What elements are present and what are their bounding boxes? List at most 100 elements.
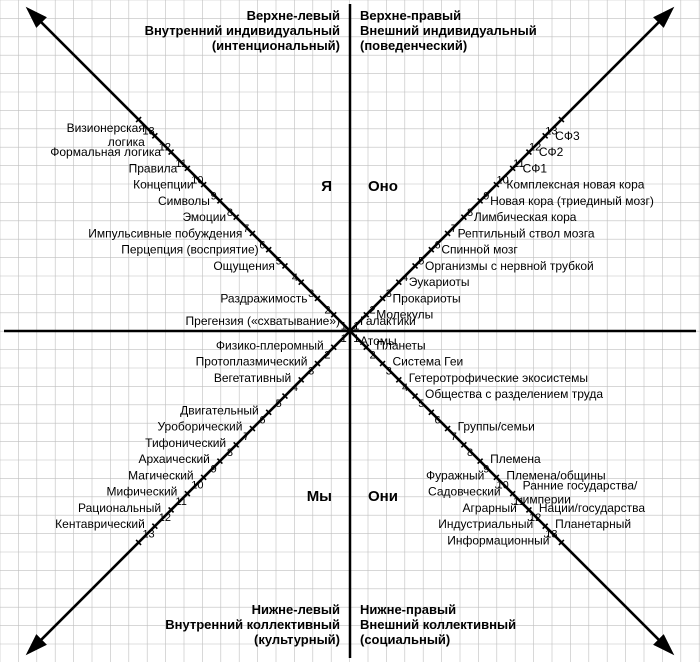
svg-text:12: 12	[159, 512, 171, 524]
svg-text:Символы: Символы	[158, 194, 210, 208]
svg-text:Фуражный: Фуражный	[426, 468, 484, 482]
svg-text:13: 13	[142, 528, 154, 540]
svg-text:11: 11	[513, 158, 524, 170]
svg-text:Система Геи: Система Геи	[393, 355, 464, 369]
svg-text:3: 3	[386, 366, 392, 378]
svg-text:5: 5	[276, 256, 282, 268]
svg-text:4: 4	[292, 272, 298, 284]
svg-text:(интенциональный): (интенциональный)	[212, 38, 340, 53]
svg-text:Садовческий: Садовческий	[428, 485, 501, 499]
svg-text:Прокариоты: Прокариоты	[393, 291, 461, 305]
svg-text:Общества с разделением труда: Общества с разделением труда	[425, 387, 603, 401]
svg-text:Информационный: Информационный	[447, 533, 549, 547]
svg-text:Внутренний индивидуальный: Внутренний индивидуальный	[145, 23, 340, 38]
svg-text:6: 6	[259, 239, 265, 251]
svg-text:6: 6	[435, 239, 441, 251]
svg-text:1: 1	[341, 321, 347, 333]
svg-text:Физико-плеромный: Физико-плеромный	[216, 338, 324, 352]
svg-text:Визионерская: Визионерская	[67, 121, 145, 135]
svg-text:Группы/семьи: Группы/семьи	[458, 420, 535, 434]
svg-text:9: 9	[211, 191, 217, 203]
svg-text:12: 12	[159, 142, 171, 154]
svg-text:11: 11	[175, 158, 186, 170]
svg-text:СФ3: СФ3	[555, 129, 580, 143]
svg-text:Архаический: Архаический	[139, 452, 210, 466]
svg-text:Раздражимость: Раздражимость	[220, 291, 307, 305]
svg-text:1: 1	[353, 321, 359, 333]
svg-text:Эмоции: Эмоции	[182, 210, 226, 224]
axes	[4, 4, 696, 658]
svg-text:4: 4	[402, 272, 408, 284]
svg-text:Аграрный: Аграрный	[463, 501, 517, 515]
svg-text:10: 10	[191, 480, 203, 492]
svg-text:4: 4	[402, 382, 408, 394]
svg-text:3: 3	[386, 288, 392, 300]
svg-text:Я: Я	[321, 178, 332, 195]
svg-text:8: 8	[467, 207, 473, 219]
svg-text:10: 10	[191, 174, 203, 186]
svg-text:Уроборический: Уроборический	[157, 420, 242, 434]
svg-text:Новая кора (триединый мозг): Новая кора (триединый мозг)	[490, 194, 654, 208]
svg-text:Ранние государства/: Ранние государства/	[523, 479, 638, 493]
svg-text:Тифонический: Тифонический	[145, 436, 226, 450]
svg-text:Внутренний коллективный: Внутренний коллективный	[165, 617, 340, 632]
svg-text:7: 7	[243, 223, 249, 235]
svg-text:2: 2	[369, 349, 375, 361]
svg-text:Двигательный: Двигательный	[180, 403, 259, 417]
svg-text:Гетеротрофические экосистемы: Гетеротрофические экосистемы	[409, 371, 588, 385]
quadrant-diagram: 12Раздражимость34Ощущения5Перцепция (вос…	[0, 0, 700, 662]
svg-text:СФ1: СФ1	[523, 161, 548, 175]
svg-text:Правила: Правила	[129, 161, 178, 175]
svg-text:Вегетативный: Вегетативный	[214, 371, 291, 385]
svg-text:Оно: Оно	[368, 178, 398, 195]
svg-text:СФ2: СФ2	[539, 145, 564, 159]
svg-text:Организмы с нервной трубкой: Организмы с нервной трубкой	[425, 259, 594, 273]
svg-text:2: 2	[324, 349, 330, 361]
svg-text:Протоплазмический: Протоплазмический	[196, 355, 308, 369]
svg-text:Внешний коллективный: Внешний коллективный	[360, 617, 516, 632]
svg-text:Лимбическая кора: Лимбическая кора	[474, 210, 577, 224]
svg-text:5: 5	[418, 256, 424, 268]
svg-text:4: 4	[292, 382, 298, 394]
svg-text:Ощущения: Ощущения	[213, 259, 275, 273]
svg-text:8: 8	[227, 207, 233, 219]
svg-text:9: 9	[483, 191, 489, 203]
svg-text:6: 6	[259, 414, 265, 426]
svg-text:Нации/государства: Нации/государства	[539, 501, 645, 515]
svg-text:3: 3	[308, 366, 314, 378]
svg-text:Магический: Магический	[128, 468, 193, 482]
svg-text:(поведенческий): (поведенческий)	[360, 38, 467, 53]
svg-text:10: 10	[497, 174, 509, 186]
svg-text:(социальный): (социальный)	[360, 632, 450, 647]
svg-text:Перцепция (восприятие): Перцепция (восприятие)	[121, 243, 258, 257]
svg-text:Они: Они	[368, 488, 398, 505]
svg-text:Племена: Племена	[490, 452, 541, 466]
svg-text:Внешний индивидуальный: Внешний индивидуальный	[360, 23, 537, 38]
svg-text:12: 12	[529, 142, 541, 154]
svg-text:Нижне-правый: Нижне-правый	[360, 602, 456, 617]
svg-text:7: 7	[451, 223, 457, 235]
svg-text:13: 13	[545, 125, 557, 137]
svg-text:(культурный): (культурный)	[254, 632, 340, 647]
svg-text:Индустриальный: Индустриальный	[438, 517, 533, 531]
svg-text:Галактики: Галактики	[360, 314, 416, 328]
svg-text:Импульсивные побуждения: Импульсивные побуждения	[88, 226, 242, 240]
svg-text:Атомы: Атомы	[360, 334, 397, 348]
svg-text:Концепции: Концепции	[133, 178, 193, 192]
svg-text:3: 3	[308, 288, 314, 300]
svg-text:13: 13	[142, 125, 154, 137]
svg-text:Верхне-левый: Верхне-левый	[247, 8, 340, 23]
svg-text:Мифический: Мифический	[107, 485, 178, 499]
svg-text:8: 8	[467, 447, 473, 459]
svg-text:1: 1	[341, 333, 347, 345]
svg-text:Нижне-левый: Нижне-левый	[252, 602, 340, 617]
svg-text:Мы: Мы	[307, 488, 332, 505]
svg-text:Верхне-правый: Верхне-правый	[360, 8, 461, 23]
svg-text:Эукариоты: Эукариоты	[409, 275, 470, 289]
svg-text:1: 1	[353, 333, 359, 345]
svg-text:5: 5	[418, 398, 424, 410]
svg-text:Рациональный: Рациональный	[78, 501, 161, 515]
svg-text:11: 11	[175, 496, 186, 508]
svg-text:Планетарный: Планетарный	[555, 517, 631, 531]
svg-text:Комплексная новая кора: Комплексная новая кора	[506, 178, 644, 192]
